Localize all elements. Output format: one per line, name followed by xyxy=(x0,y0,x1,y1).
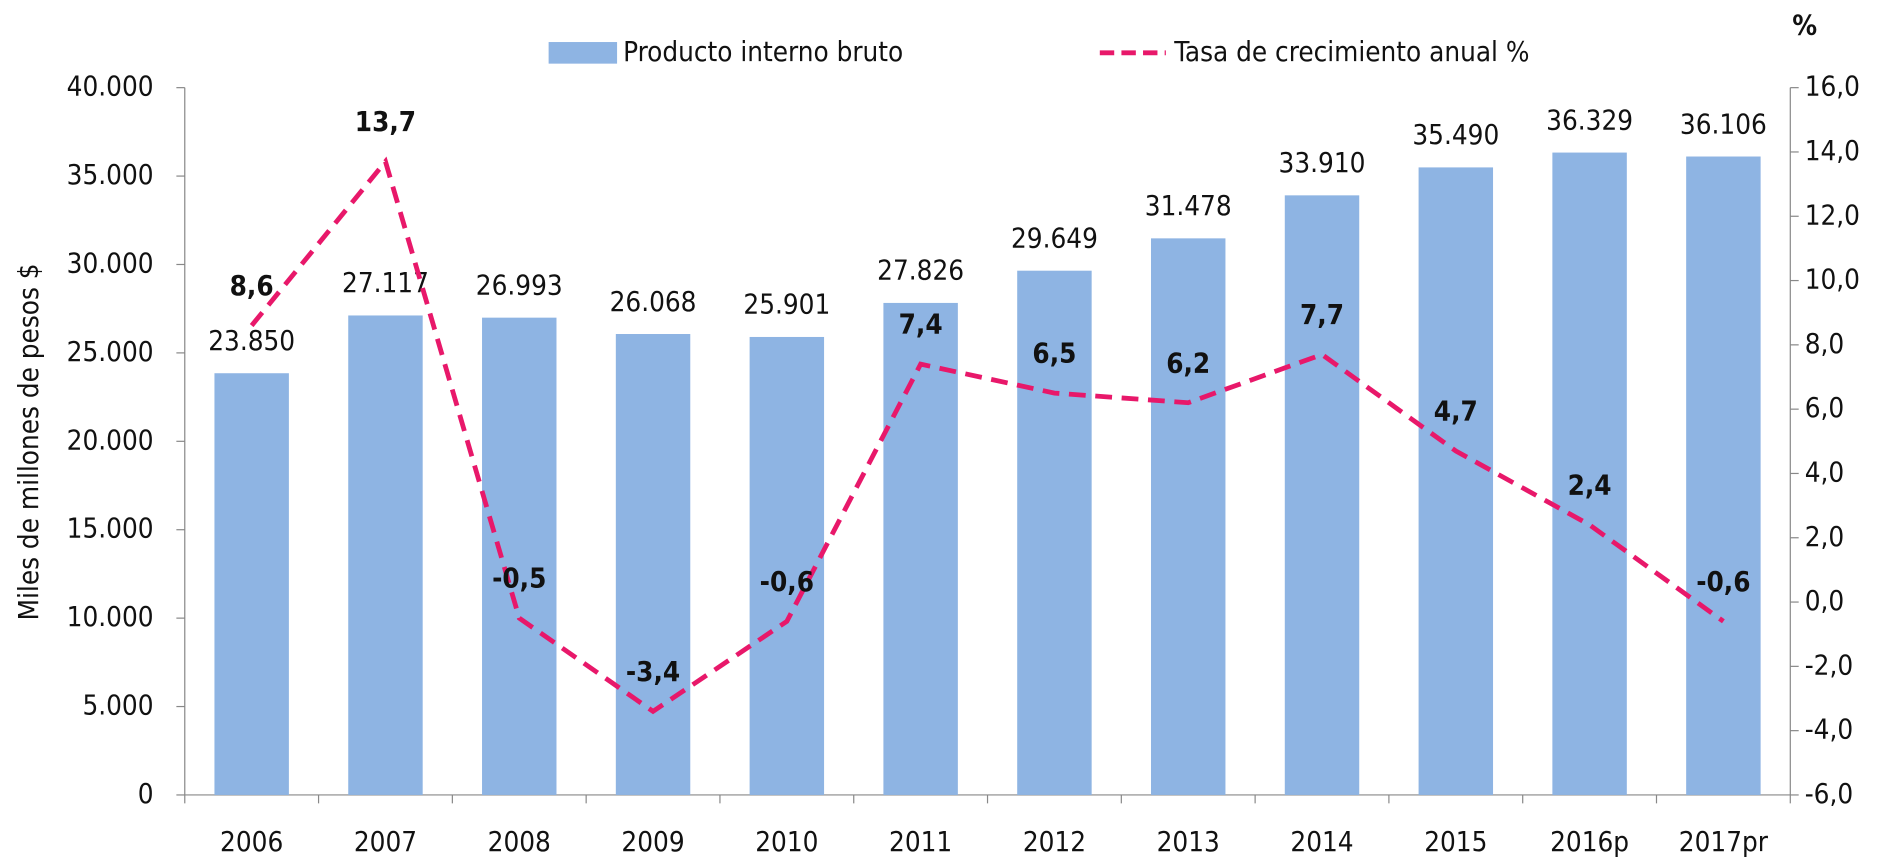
y2-tick-label: 14,0 xyxy=(1805,134,1860,167)
bar-value-label: 26.993 xyxy=(476,268,563,301)
y2-tick-label: -6,0 xyxy=(1805,777,1853,810)
bar-value-label: 29.649 xyxy=(1011,221,1098,254)
y2-tick-label: 6,0 xyxy=(1805,391,1845,424)
x-tick-label: 2014 xyxy=(1290,825,1353,858)
bar xyxy=(482,317,557,795)
y2-tick-label: 0,0 xyxy=(1805,584,1845,617)
bar-value-label: 27.117 xyxy=(342,266,429,299)
y2-tick-label: 10,0 xyxy=(1805,263,1860,296)
x-tick-label: 2011 xyxy=(889,825,952,858)
line xyxy=(249,156,1725,715)
y-tick-label: 20.000 xyxy=(67,423,154,456)
bar-value-label: 25.901 xyxy=(743,288,830,321)
line-value-label: -3,4 xyxy=(626,655,680,688)
bar-value-label: 33.910 xyxy=(1279,146,1366,179)
x-tick-label: 2008 xyxy=(488,825,551,858)
y2-axis-label: % xyxy=(1792,8,1817,41)
line-value-label: -0,6 xyxy=(760,565,814,598)
y-tick-label: 10.000 xyxy=(67,600,154,633)
y-tick-label: 15.000 xyxy=(67,512,154,545)
bar xyxy=(749,336,825,795)
line-value-label: -0,6 xyxy=(1696,565,1750,598)
y2-tick-label: 4,0 xyxy=(1805,455,1845,488)
y2-tick-label: -4,0 xyxy=(1805,713,1853,746)
y2-tick-label: -2,0 xyxy=(1805,648,1853,681)
x-tick-label: 2010 xyxy=(755,825,818,858)
bar xyxy=(1017,270,1092,795)
bar xyxy=(1284,195,1360,795)
bar-value-label: 23.850 xyxy=(208,324,295,357)
y-tick-label: 40.000 xyxy=(67,70,154,103)
bar xyxy=(1686,156,1761,795)
legend-swatch xyxy=(548,42,618,64)
bar xyxy=(1150,238,1226,795)
bar-value-label: 31.478 xyxy=(1145,189,1232,222)
y2-tick-label: 16,0 xyxy=(1805,70,1860,103)
line-value-label: 6,2 xyxy=(1166,346,1210,379)
x-tick-label: 2017pr xyxy=(1679,825,1769,858)
x-tick-label: 2007 xyxy=(354,825,417,858)
y-tick-label: 5.000 xyxy=(82,689,153,722)
line-value-label: 7,7 xyxy=(1300,298,1344,331)
bar-value-label: 27.826 xyxy=(877,254,964,287)
x-tick-label: 2015 xyxy=(1424,825,1487,858)
y-axis-label: Miles de millones de pesos $ xyxy=(12,263,45,620)
bar-value-label: 36.329 xyxy=(1546,103,1633,136)
line-value-label: 2,4 xyxy=(1568,468,1612,501)
x-tick-label: 2009 xyxy=(621,825,684,858)
bar-value-label: 36.106 xyxy=(1680,107,1767,140)
bar xyxy=(1418,167,1494,795)
y-tick-label: 0 xyxy=(138,777,154,810)
legend-label: Producto interno bruto xyxy=(623,35,903,68)
bar xyxy=(214,373,289,795)
bar xyxy=(1552,152,1627,795)
y2-tick-label: 12,0 xyxy=(1805,198,1860,231)
line-value-label: 13,7 xyxy=(355,105,416,138)
line-value-label: 4,7 xyxy=(1434,395,1478,428)
bar xyxy=(615,334,691,795)
bar xyxy=(883,302,958,795)
bar xyxy=(348,315,423,795)
y-tick-label: 35.000 xyxy=(67,158,154,191)
x-tick-label: 2013 xyxy=(1157,825,1220,858)
line-value-label: 6,5 xyxy=(1032,337,1076,370)
bar-value-label: 26.068 xyxy=(610,285,697,318)
line-value-label: 8,6 xyxy=(230,269,274,302)
x-tick-label: 2016p xyxy=(1550,825,1629,858)
x-tick-label: 2006 xyxy=(220,825,283,858)
legend-label: Tasa de crecimiento anual % xyxy=(1173,35,1529,68)
y2-tick-label: 2,0 xyxy=(1805,520,1845,553)
line-value-label: 7,4 xyxy=(899,308,943,341)
y2-tick-label: 8,0 xyxy=(1805,327,1845,360)
bar-value-label: 35.490 xyxy=(1412,118,1499,151)
y-tick-label: 25.000 xyxy=(67,335,154,368)
y-tick-label: 30.000 xyxy=(67,246,154,279)
x-tick-label: 2012 xyxy=(1023,825,1086,858)
line-value-label: -0,5 xyxy=(492,562,546,595)
